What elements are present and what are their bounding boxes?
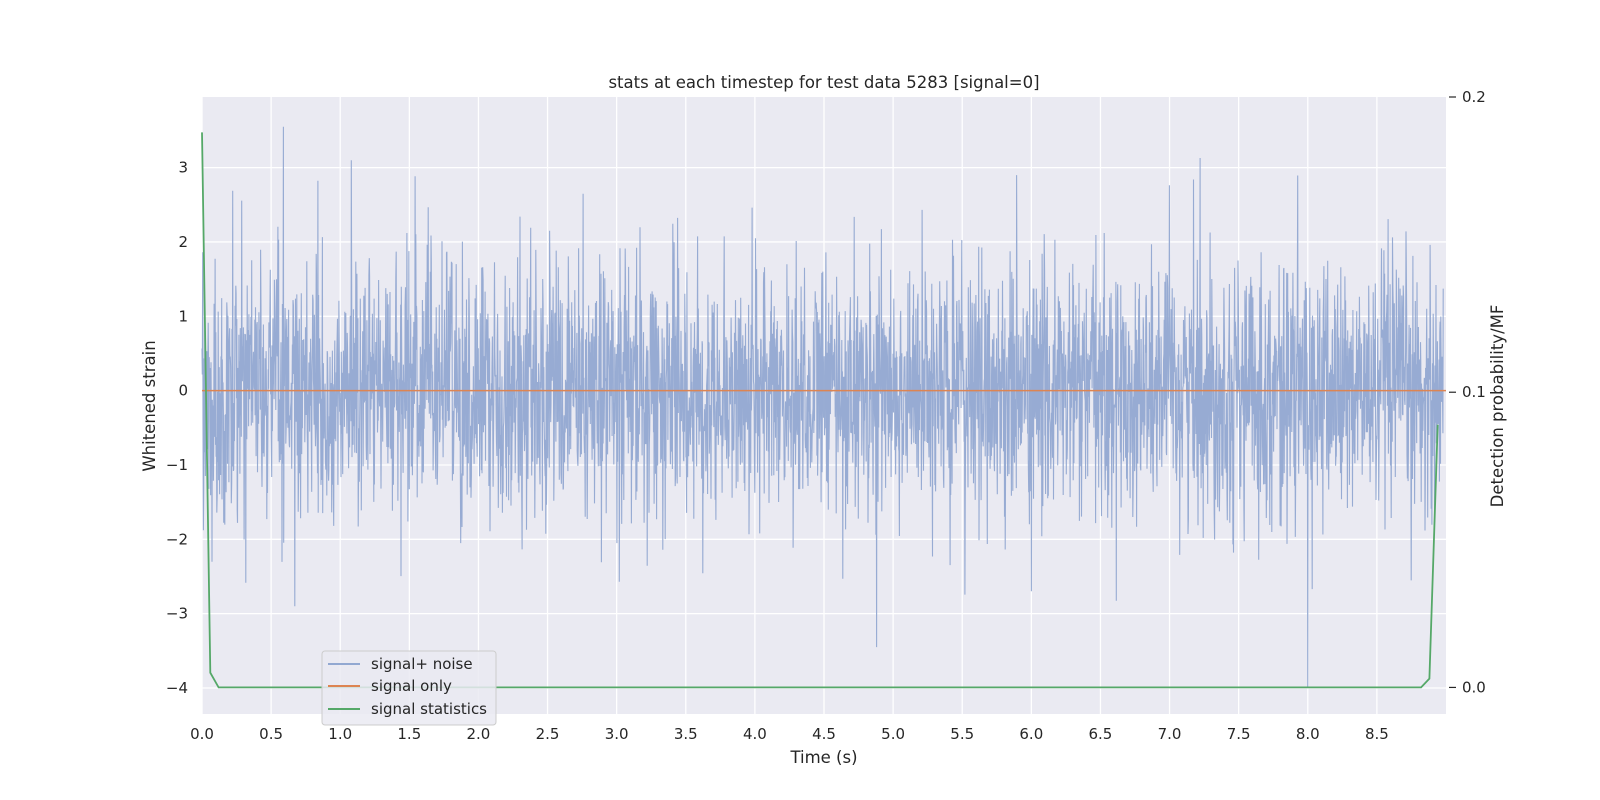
- x-tick-label: 8.5: [1365, 725, 1389, 743]
- signal-plus-noise-line: [201, 126, 1444, 689]
- x-tick-label: 7.0: [1158, 725, 1182, 743]
- chart-title: stats at each timestep for test data 528…: [608, 73, 1039, 92]
- legend-label-signal-only: signal only: [371, 677, 452, 695]
- y-tick-label: −3: [166, 605, 188, 623]
- y-axis: 3 2 1 0 −1 −2 −3 −4: [166, 159, 188, 697]
- y-tick-label: 3: [178, 159, 188, 177]
- x-tick-label: 0.5: [259, 725, 283, 743]
- x-tick-label: 6.0: [1019, 725, 1043, 743]
- x-tick-label: 3.0: [605, 725, 629, 743]
- series-signal-plus-noise: [201, 126, 1444, 689]
- y-tick-label: −2: [166, 530, 188, 548]
- legend-box: [321, 650, 497, 726]
- x-tick-label: 8.0: [1296, 725, 1320, 743]
- legend-label-signal-plus-noise: signal+ noise: [371, 655, 473, 673]
- x-axis-label: Time (s): [789, 748, 857, 767]
- x-tick-label: 4.5: [812, 725, 836, 743]
- x-tick-label: 7.5: [1227, 725, 1251, 743]
- y-tick-label: 1: [178, 307, 188, 325]
- legend-label-signal-statistics: signal statistics: [371, 700, 487, 718]
- x-tick-label: 2.5: [536, 725, 560, 743]
- x-tick-label: 0.0: [190, 725, 214, 743]
- y-tick-label: 0: [178, 382, 188, 400]
- x-axis: 0.0 0.5 1.0 1.5 2.0 2.5 3.0 3.5 4.0 4.5 5.0 5.5 6.0 6…: [190, 725, 1389, 743]
- x-tick-label: 5.0: [881, 725, 905, 743]
- x-tick-label: 3.5: [674, 725, 698, 743]
- x-tick-label: 1.0: [328, 725, 352, 743]
- series-signal-statistics: [201, 132, 1439, 689]
- x-tick-label: 2.0: [467, 725, 491, 743]
- y2-axis: 0.2 0.1 0.0: [1449, 88, 1486, 696]
- y-tick-label: 2: [178, 233, 188, 251]
- y-tick-label: −4: [166, 679, 188, 697]
- y-tick-label: −1: [166, 456, 188, 474]
- x-tick-label: 6.5: [1089, 725, 1113, 743]
- y2-axis-label: Detection probability/MF: [1488, 305, 1507, 508]
- y2-tick-label: 0.0: [1462, 678, 1486, 696]
- y-axis-label: Whitened strain: [140, 340, 159, 471]
- x-tick-label: 4.0: [743, 725, 767, 743]
- x-tick-label: 5.5: [950, 725, 974, 743]
- y2-tick-label: 0.2: [1462, 88, 1486, 106]
- x-tick-label: 1.5: [397, 725, 421, 743]
- signal-statistics-line: [201, 132, 1439, 689]
- legend: signal+ noise signal only signal statist…: [321, 650, 497, 726]
- y2-tick-label: 0.1: [1462, 383, 1486, 401]
